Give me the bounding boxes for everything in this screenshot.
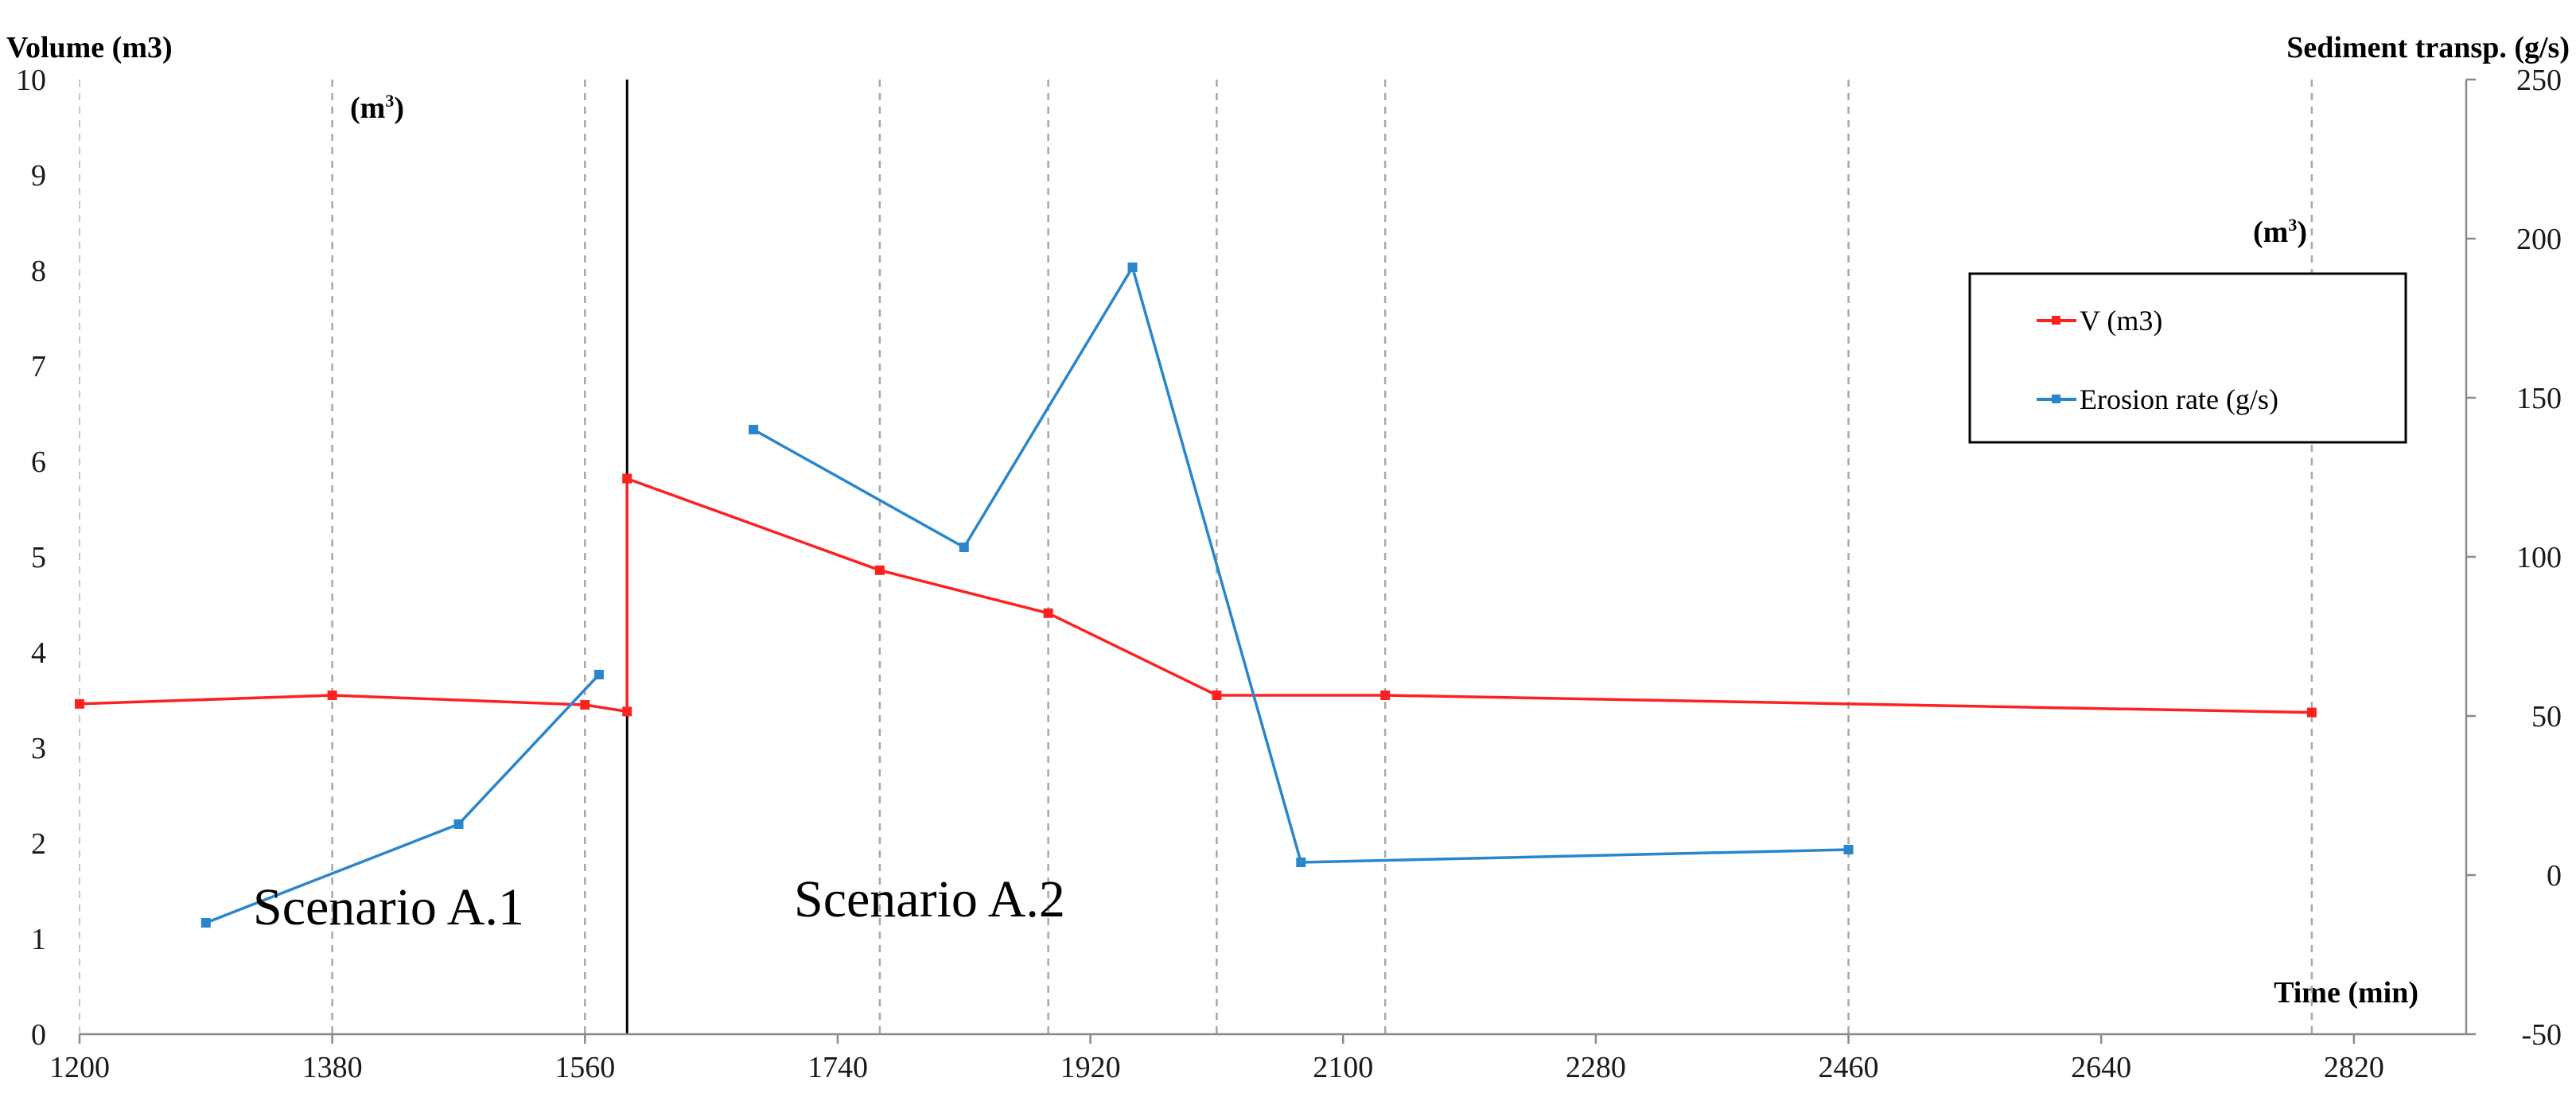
grid-layer xyxy=(79,80,2313,1034)
unit-note-right: (m3) xyxy=(2253,215,2307,249)
right-tick-label-5: 200 xyxy=(2516,223,2562,256)
left-tick-label-9: 9 xyxy=(31,159,46,193)
legend-box xyxy=(1968,272,2407,444)
x-tick-label-7: 2460 xyxy=(1819,1051,1879,1084)
x-tick-label-8: 2640 xyxy=(2071,1051,2131,1084)
legend-marker-volume xyxy=(2052,316,2060,325)
left-tick-label-8: 8 xyxy=(31,255,46,288)
legend-marker-erosion xyxy=(2052,395,2060,403)
x-tick-label-3: 1740 xyxy=(807,1051,868,1084)
left-tick-label-5: 5 xyxy=(31,541,46,574)
point-volume-0-0 xyxy=(75,698,84,709)
left-tick-label-2: 2 xyxy=(31,827,46,861)
left-tick-label-3: 3 xyxy=(31,732,46,765)
x-tick-label-5: 2100 xyxy=(1313,1051,1373,1084)
left-tick-label-1: 1 xyxy=(31,923,46,956)
right-tick-label-4: 150 xyxy=(2516,382,2562,415)
x-axis-ticks: 1200 1380 1560 1740 1920 2100 2280 2460 2640 2820 xyxy=(49,1034,2384,1084)
legend-label-erosion: Erosion rate (g/s) xyxy=(2080,383,2278,415)
point-volume-0-8 xyxy=(1380,691,1391,700)
right-tick-label-0: -50 xyxy=(2521,1018,2562,1052)
scenario-label-a2: Scenario A.2 xyxy=(794,870,1065,928)
left-tick-label-10: 10 xyxy=(16,64,46,97)
right-tick-label-6: 250 xyxy=(2516,64,2562,97)
point-erosion-0-0 xyxy=(200,918,211,928)
x-tick-label-2: 1560 xyxy=(555,1051,615,1084)
point-volume-0-6 xyxy=(1043,608,1053,618)
point-volume-0-2 xyxy=(580,700,590,710)
x-tick-label-1: 1380 xyxy=(302,1051,363,1084)
point-erosion-0-2 xyxy=(593,670,604,679)
x-axis-title: Time (min) xyxy=(2274,976,2418,1010)
point-volume-0-4 xyxy=(622,473,632,484)
legend: V (m3) Erosion rate (g/s) xyxy=(1968,272,2407,444)
point-erosion-1-2 xyxy=(1127,263,1138,272)
point-volume-0-9 xyxy=(2306,707,2317,718)
series-line-volume-0 xyxy=(79,477,2312,714)
point-erosion-1-0 xyxy=(749,425,759,434)
point-volume-0-7 xyxy=(1212,691,1222,700)
left-tick-label-4: 4 xyxy=(31,636,46,670)
x-tick-label-6: 2280 xyxy=(1566,1051,1626,1084)
x-tick-label-0: 1200 xyxy=(49,1051,110,1084)
point-erosion-0-1 xyxy=(453,819,464,829)
left-axis-title: Volume (m3) xyxy=(6,31,173,64)
point-erosion-1-4 xyxy=(1843,845,1854,854)
scenario-label-a1: Scenario A.1 xyxy=(253,878,524,936)
right-axis-ticks: -50 0 50 100 150 200 250 xyxy=(2466,64,2562,1052)
point-volume-0-1 xyxy=(327,691,337,700)
right-axis-title: Sediment transp. (g/s) xyxy=(2286,31,2570,64)
series-layer xyxy=(75,263,2317,928)
left-tick-label-0: 0 xyxy=(31,1018,46,1052)
point-volume-0-5 xyxy=(874,565,885,575)
left-axis-ticks: 0 1 2 3 4 5 6 7 8 9 10 xyxy=(16,64,46,1052)
legend-label-volume: V (m3) xyxy=(2080,305,2162,337)
right-tick-label-1: 0 xyxy=(2547,859,2562,893)
unit-note-left: (m3) xyxy=(350,91,404,125)
x-tick-label-9: 2820 xyxy=(2324,1051,2384,1084)
point-volume-0-3 xyxy=(622,706,632,717)
series-line-erosion-1 xyxy=(753,266,1849,864)
right-tick-label-3: 100 xyxy=(2516,541,2562,574)
x-tick-label-4: 1920 xyxy=(1060,1051,1121,1084)
point-erosion-1-3 xyxy=(1296,858,1306,867)
right-tick-label-2: 50 xyxy=(2531,700,2562,733)
point-erosion-1-1 xyxy=(959,543,969,552)
left-tick-label-6: 6 xyxy=(31,445,46,479)
left-tick-label-7: 7 xyxy=(31,350,46,383)
